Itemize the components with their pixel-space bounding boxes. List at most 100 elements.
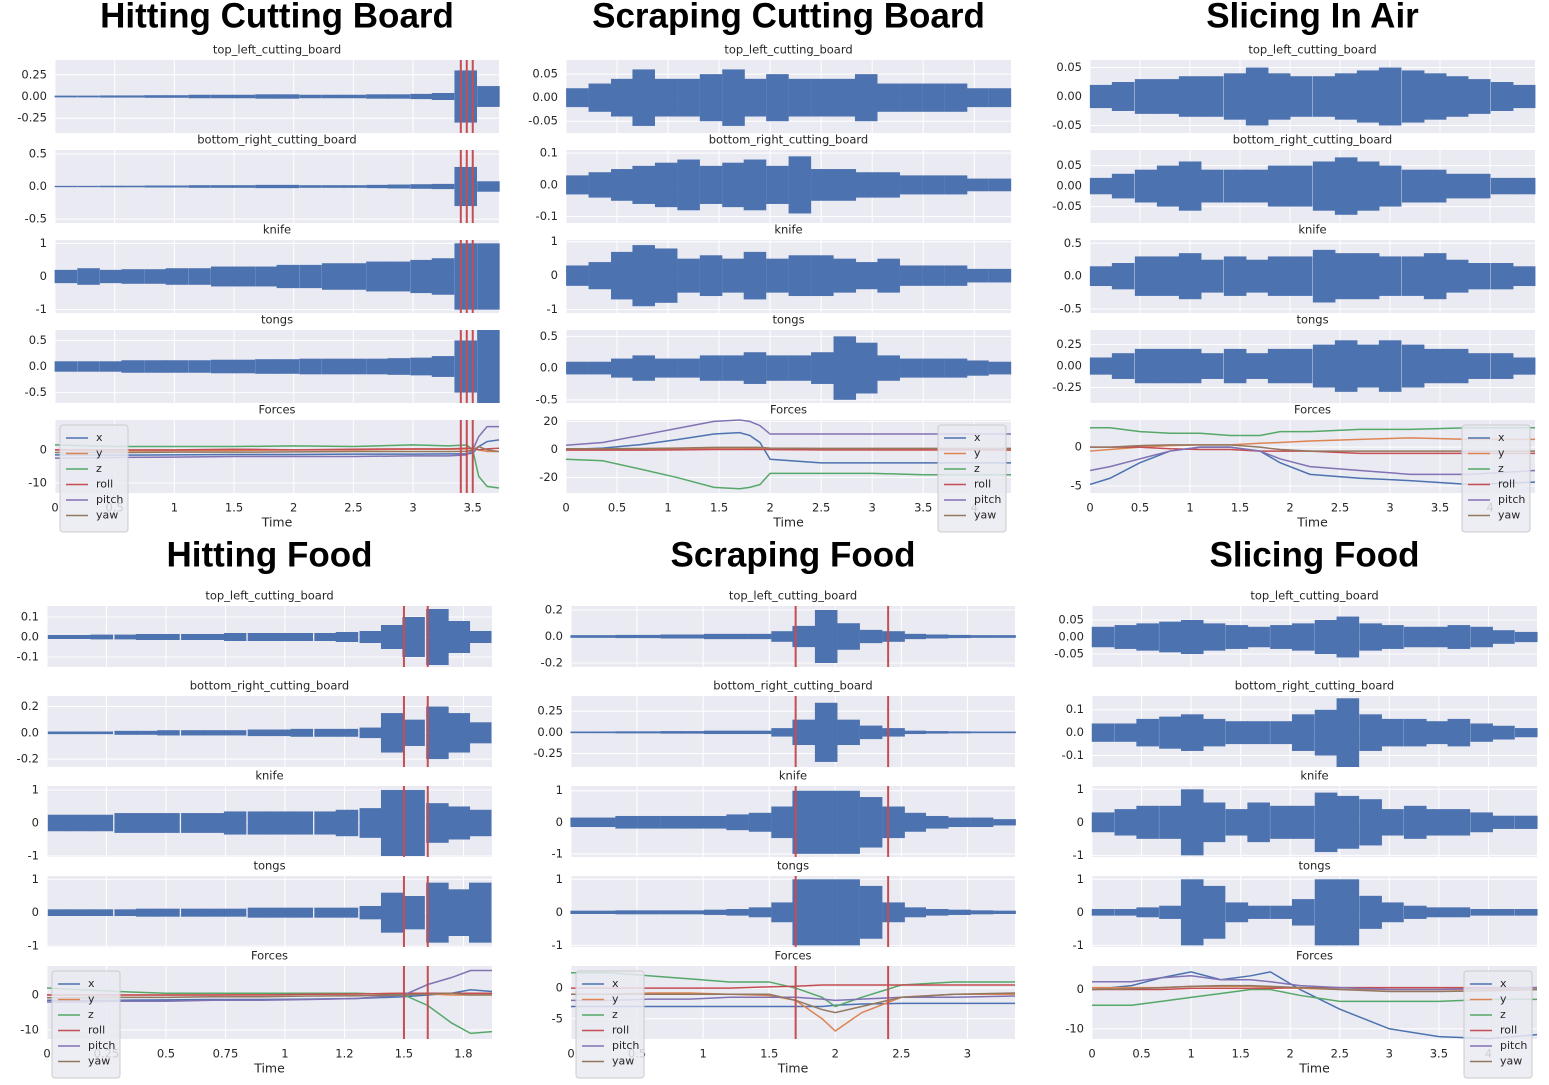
x-axis-label: Time bbox=[1298, 1061, 1330, 1076]
signal-envelope bbox=[703, 730, 727, 735]
subplot-title: bottom_right_cutting_board bbox=[1233, 133, 1392, 147]
signal-envelope bbox=[859, 629, 883, 644]
signal-envelope bbox=[899, 358, 923, 378]
signal-envelope bbox=[632, 355, 655, 381]
signal-envelope bbox=[202, 908, 225, 917]
signal-envelope bbox=[1490, 353, 1514, 379]
force-line bbox=[1092, 988, 1537, 1006]
signal-envelope bbox=[165, 185, 189, 188]
signal-envelope bbox=[47, 635, 71, 639]
signal-envelope bbox=[837, 623, 860, 650]
y-tick-label: 0.1 bbox=[1066, 702, 1084, 716]
signal-envelope bbox=[157, 730, 180, 736]
signal-envelope bbox=[290, 811, 314, 835]
signal-envelope bbox=[811, 255, 834, 297]
signal-envelope bbox=[90, 634, 114, 640]
y-tick-label: -0.5 bbox=[1060, 302, 1082, 316]
signal-envelope bbox=[1089, 266, 1113, 287]
signal-envelope bbox=[722, 69, 745, 126]
signal-envelope bbox=[1089, 177, 1113, 195]
signal-envelope bbox=[703, 909, 727, 915]
legend-label: y bbox=[88, 993, 95, 1006]
signal-envelope bbox=[970, 910, 994, 915]
legend-label: z bbox=[88, 1008, 94, 1021]
x-tick-label: 0 bbox=[562, 501, 569, 515]
signal-envelope bbox=[677, 358, 700, 378]
legend-label: z bbox=[1498, 462, 1504, 475]
y-tick-label: 0 bbox=[40, 269, 47, 283]
signal-envelope bbox=[157, 908, 180, 917]
signal-envelope bbox=[1156, 348, 1180, 384]
x-tick-label: 2 bbox=[1287, 1047, 1294, 1061]
signal-envelope bbox=[611, 169, 634, 201]
legend: xyz roll pitch yaw bbox=[59, 424, 129, 533]
signal-envelope bbox=[882, 728, 905, 737]
plot-area bbox=[566, 69, 1012, 126]
signal-envelope bbox=[1425, 907, 1449, 918]
signal-envelope bbox=[903, 907, 926, 918]
signal-envelope bbox=[1111, 263, 1135, 290]
y-tick-label: 0.0 bbox=[21, 630, 39, 644]
signal-envelope bbox=[944, 358, 968, 378]
force-line bbox=[1091, 984, 1538, 993]
signal-envelope bbox=[410, 259, 433, 294]
signal-envelope bbox=[314, 728, 337, 737]
x-tick-label: 3.5 bbox=[1430, 1047, 1448, 1061]
y-tick-label: 0.00 bbox=[537, 725, 563, 739]
signal-envelope bbox=[1492, 815, 1515, 829]
legend-box bbox=[51, 970, 121, 1079]
chart-title: Scraping Food bbox=[671, 535, 916, 574]
signal-envelope bbox=[570, 817, 593, 828]
signal-envelope bbox=[1445, 348, 1469, 384]
x-axis-label: Time bbox=[777, 1061, 809, 1076]
signal-envelope bbox=[1334, 73, 1358, 120]
signal-envelope bbox=[1156, 165, 1180, 207]
y-tick-label: 0.0 bbox=[540, 177, 558, 191]
signal-envelope bbox=[570, 635, 593, 638]
signal-envelope bbox=[135, 813, 159, 833]
signal-envelope bbox=[188, 94, 211, 99]
subplot-title: bottom_right_cutting_board bbox=[197, 133, 356, 147]
plot-area bbox=[1089, 67, 1536, 126]
signal-envelope bbox=[877, 355, 900, 381]
signal-envelope bbox=[811, 78, 834, 117]
subplot-title: Forces bbox=[1296, 949, 1333, 963]
subplot-title: top_left_cutting_board bbox=[213, 43, 341, 57]
signal-envelope bbox=[1202, 623, 1226, 651]
y-tick-label: 0.25 bbox=[21, 67, 47, 81]
signal-envelope bbox=[165, 268, 189, 285]
signal-envelope bbox=[314, 907, 337, 918]
force-line bbox=[565, 458, 1011, 490]
legend-label: pitch bbox=[96, 493, 123, 506]
signal-envelope bbox=[387, 261, 411, 292]
signal-envelope bbox=[1378, 165, 1402, 207]
signal-envelope bbox=[410, 93, 433, 100]
signal-envelope bbox=[592, 731, 616, 734]
x-tick-label: 0.5 bbox=[157, 1047, 175, 1061]
signal-envelope bbox=[966, 360, 989, 376]
signal-envelope bbox=[477, 243, 500, 310]
y-tick-label: 0.00 bbox=[1056, 179, 1082, 193]
signal-envelope bbox=[1336, 616, 1360, 658]
signal-envelope bbox=[144, 95, 167, 98]
signal-envelope bbox=[114, 634, 137, 640]
signal-envelope bbox=[188, 360, 211, 373]
signal-envelope bbox=[654, 358, 678, 378]
signal-envelope bbox=[1270, 625, 1293, 649]
legend-box bbox=[575, 970, 645, 1079]
x-tick-label: 1 bbox=[281, 1047, 288, 1061]
legend-label: x bbox=[96, 431, 103, 444]
signal-envelope bbox=[1156, 256, 1180, 296]
signal-envelope bbox=[1423, 169, 1447, 203]
signal-envelope bbox=[469, 809, 492, 837]
y-tick-label: 0 bbox=[32, 905, 39, 919]
signal-envelope bbox=[993, 635, 1016, 638]
signal-envelope bbox=[47, 909, 71, 916]
signal-envelope bbox=[135, 908, 159, 917]
signal-envelope bbox=[966, 268, 989, 283]
signal-envelope bbox=[1512, 84, 1536, 109]
signal-envelope bbox=[431, 93, 455, 100]
signal-envelope bbox=[210, 185, 234, 188]
signal-envelope bbox=[290, 728, 314, 737]
signal-envelope bbox=[792, 625, 815, 648]
